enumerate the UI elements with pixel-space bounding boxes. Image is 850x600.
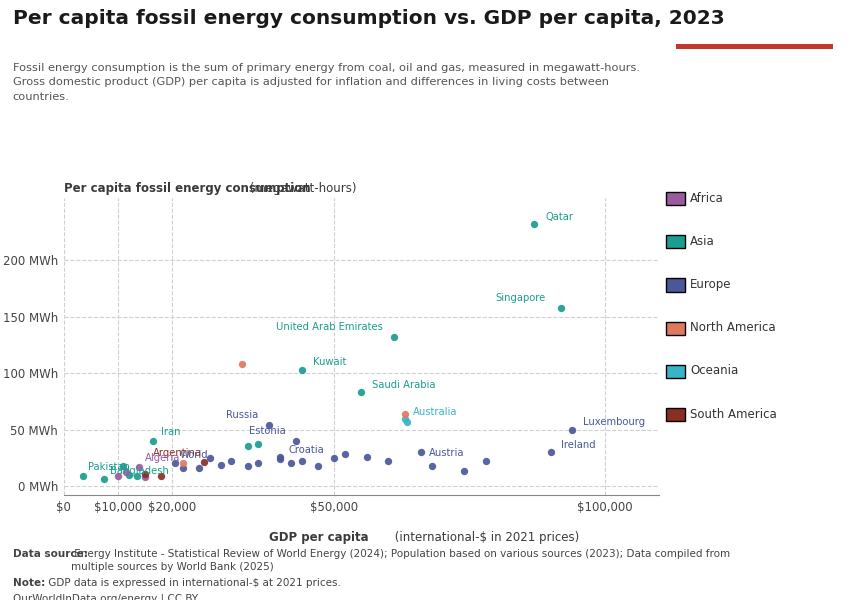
Point — [119, 467, 133, 477]
Text: Energy Institute - Statistical Review of World Energy (2024); Population based o: Energy Institute - Statistical Review of… — [71, 549, 730, 572]
Bar — [676, 44, 833, 49]
Point — [387, 332, 400, 342]
Text: OurWorldInData.org/energy | CC BY: OurWorldInData.org/energy | CC BY — [13, 594, 198, 600]
Text: Europe: Europe — [690, 278, 732, 291]
Point — [241, 461, 254, 470]
Point — [176, 458, 190, 468]
Text: South America: South America — [690, 407, 777, 421]
Point — [241, 442, 254, 451]
Text: Singapore: Singapore — [495, 293, 545, 303]
Point — [252, 458, 265, 468]
Point — [479, 457, 492, 466]
Text: GDP per capita: GDP per capita — [269, 531, 369, 544]
Point — [214, 460, 228, 469]
Text: Data source:: Data source: — [13, 549, 88, 559]
Point — [167, 458, 181, 468]
Point — [425, 461, 439, 470]
Text: Austria: Austria — [429, 448, 464, 458]
Point — [146, 436, 160, 446]
Point — [203, 453, 217, 463]
Point — [295, 457, 309, 466]
Point — [197, 457, 211, 467]
Point — [382, 457, 395, 466]
Text: Ireland: Ireland — [561, 440, 596, 450]
Text: Note:: Note: — [13, 578, 45, 588]
Text: Luxembourg: Luxembourg — [583, 417, 645, 427]
Point — [327, 453, 341, 463]
Text: Africa: Africa — [690, 191, 724, 205]
Point — [263, 420, 276, 430]
Point — [290, 436, 303, 446]
Text: Bangladesh: Bangladesh — [110, 466, 168, 476]
Text: Qatar: Qatar — [545, 212, 573, 222]
Point — [76, 471, 89, 481]
Text: Iran: Iran — [162, 427, 180, 437]
Text: Algeria: Algeria — [144, 454, 180, 463]
Text: Kuwait: Kuwait — [313, 358, 346, 367]
Point — [398, 409, 411, 418]
Text: GDP data is expressed in international-$ at 2021 prices.: GDP data is expressed in international-$… — [45, 578, 341, 588]
Text: Per capita fossil energy consumption: Per capita fossil energy consumption — [64, 182, 310, 195]
Point — [116, 461, 130, 470]
Point — [122, 470, 135, 479]
Text: (international-$ in 2021 prices): (international-$ in 2021 prices) — [391, 531, 579, 544]
Point — [111, 471, 125, 481]
Point — [98, 475, 111, 484]
Text: North America: North America — [690, 321, 776, 334]
Text: Oceania: Oceania — [690, 364, 739, 377]
Text: Argentina: Argentina — [153, 448, 201, 458]
Point — [130, 471, 144, 481]
Point — [138, 469, 151, 478]
Point — [192, 463, 206, 473]
Text: World: World — [180, 450, 208, 460]
Text: Russia: Russia — [226, 410, 258, 421]
Point — [274, 454, 287, 464]
Point — [235, 359, 249, 369]
Point — [544, 447, 558, 457]
Point — [360, 452, 373, 461]
Point — [338, 449, 352, 459]
Point — [224, 457, 238, 466]
Point — [252, 439, 265, 449]
Text: Estonia: Estonia — [249, 426, 286, 436]
Point — [528, 219, 541, 229]
Text: Our World: Our World — [724, 13, 784, 23]
Point — [414, 447, 428, 457]
Point — [565, 425, 579, 434]
Point — [457, 466, 471, 476]
Point — [354, 388, 368, 397]
Text: Per capita fossil energy consumption vs. GDP per capita, 2023: Per capita fossil energy consumption vs.… — [13, 9, 724, 28]
Text: (megawatt-hours): (megawatt-hours) — [246, 182, 357, 195]
Text: Pakistan: Pakistan — [88, 463, 130, 472]
Point — [295, 365, 309, 374]
Text: Saudi Arabia: Saudi Arabia — [372, 380, 435, 390]
Text: Fossil energy consumption is the sum of primary energy from coal, oil and gas, m: Fossil energy consumption is the sum of … — [13, 63, 640, 102]
Text: Asia: Asia — [690, 235, 715, 248]
Text: United Arab Emirates: United Arab Emirates — [276, 322, 382, 332]
Point — [133, 462, 146, 472]
Point — [284, 458, 298, 468]
Text: Croatia: Croatia — [288, 445, 324, 455]
Point — [274, 452, 287, 461]
Point — [398, 415, 411, 424]
Point — [155, 471, 168, 481]
Point — [138, 472, 151, 482]
Point — [554, 303, 568, 313]
Point — [176, 463, 190, 473]
Text: in Data: in Data — [733, 28, 775, 38]
Point — [400, 417, 414, 427]
Point — [311, 461, 325, 470]
Text: Australia: Australia — [412, 407, 457, 417]
